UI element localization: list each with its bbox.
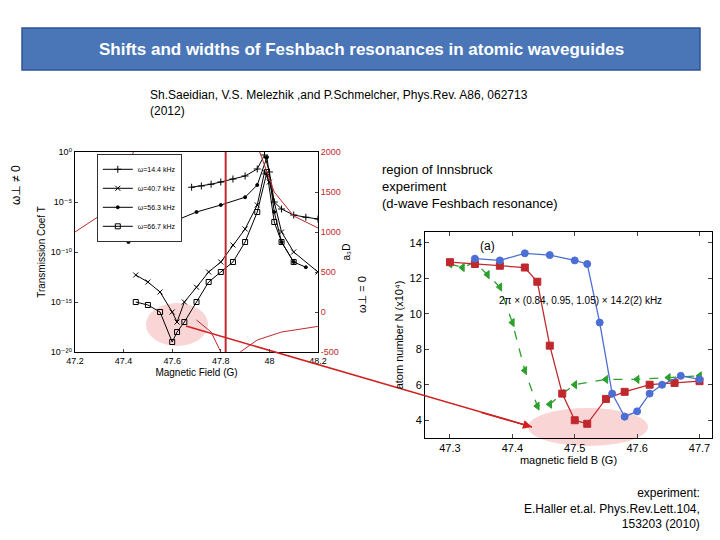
svg-text:ω=14.4 kHz: ω=14.4 kHz — [138, 166, 176, 173]
svg-text:1000: 1000 — [321, 227, 341, 237]
svg-text:48: 48 — [264, 356, 274, 366]
svg-text:atom number N (x10⁴): atom number N (x10⁴) — [393, 281, 405, 390]
svg-text:2000: 2000 — [321, 147, 341, 157]
svg-text:47.8: 47.8 — [212, 356, 230, 366]
svg-text:10⁻¹⁵: 10⁻¹⁵ — [51, 297, 73, 307]
svg-text:10: 10 — [410, 308, 422, 320]
svg-text:ω⊥ ≠ 0: ω⊥ ≠ 0 — [9, 165, 23, 205]
svg-text:47.6: 47.6 — [626, 442, 647, 454]
svg-text:47.5: 47.5 — [564, 442, 585, 454]
svg-text:10⁰: 10⁰ — [59, 147, 73, 157]
svg-text:Shifts and widths of Feshbach: Shifts and widths of Feshbach resonances… — [99, 40, 624, 59]
svg-text:ω⊥ = 0: ω⊥ = 0 — [356, 276, 368, 313]
svg-text:Transmission Coef T: Transmission Coef T — [36, 206, 47, 298]
svg-text:ω=56.3 kHz: ω=56.3 kHz — [138, 204, 176, 211]
svg-text:experiment:E.Haller et.al. Phy: experiment:E.Haller et.al. Phys.Rev.Lett… — [524, 486, 700, 531]
svg-text:1500: 1500 — [321, 187, 341, 197]
svg-text:47.3: 47.3 — [439, 442, 460, 454]
svg-text:500: 500 — [321, 267, 336, 277]
svg-text:6: 6 — [416, 379, 422, 391]
svg-text:10⁻¹⁰: 10⁻¹⁰ — [51, 247, 73, 257]
svg-text:-500: -500 — [321, 347, 339, 357]
svg-text:47.4: 47.4 — [115, 356, 133, 366]
svg-text:47.7: 47.7 — [689, 442, 710, 454]
svg-text:10⁻²⁰: 10⁻²⁰ — [51, 347, 73, 357]
svg-text:2π × (0.84, 0.95, 1.05) × 14.2: 2π × (0.84, 0.95, 1.05) × 14.2(2) kHz — [499, 295, 662, 306]
svg-text:4: 4 — [416, 414, 422, 426]
svg-text:a₃D: a₃D — [341, 244, 352, 261]
svg-text:Magnetic Field (G): Magnetic Field (G) — [155, 367, 237, 378]
svg-text:ω=40.7 kHz: ω=40.7 kHz — [138, 185, 176, 192]
svg-text:ω=66.7 kHz: ω=66.7 kHz — [138, 223, 176, 230]
svg-text:(a): (a) — [480, 239, 495, 253]
svg-text:Sh.Saeidian, V.S. Melezhik ,an: Sh.Saeidian, V.S. Melezhik ,and P.Schmel… — [150, 88, 528, 118]
svg-text:12: 12 — [410, 272, 422, 284]
svg-text:47.6: 47.6 — [163, 356, 181, 366]
svg-text:47.2: 47.2 — [66, 356, 84, 366]
svg-text:region of Innsbruckexperiment(: region of Innsbruckexperiment(d-wave Fes… — [382, 162, 558, 211]
svg-text:10⁻⁵: 10⁻⁵ — [54, 197, 73, 207]
svg-text:14: 14 — [410, 237, 422, 249]
svg-text:0: 0 — [321, 307, 326, 317]
svg-text:8: 8 — [416, 343, 422, 355]
svg-text:48.2: 48.2 — [309, 356, 327, 366]
svg-text:magnetic field B (G): magnetic field B (G) — [520, 454, 617, 466]
svg-text:47.4: 47.4 — [502, 442, 523, 454]
